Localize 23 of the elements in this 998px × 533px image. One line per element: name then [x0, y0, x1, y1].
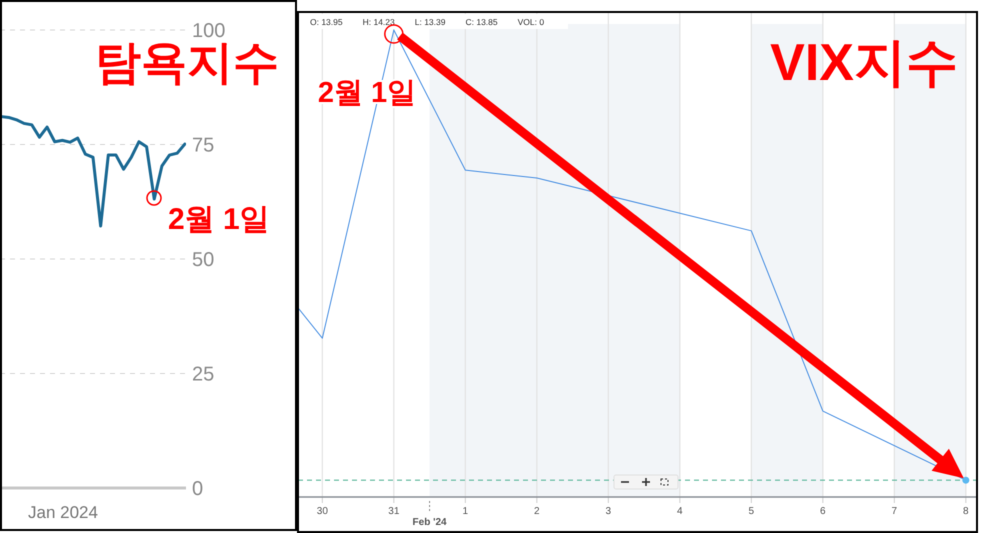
- y-tick-label: 50: [192, 249, 214, 271]
- x-tick-label: 8: [963, 506, 970, 517]
- y-tick-label: 75: [192, 134, 214, 156]
- text: VOL: 0: [518, 17, 544, 27]
- text: Jan 2024: [28, 503, 98, 522]
- x-tick-label: 5: [748, 506, 755, 517]
- annotation: 2월 1일: [168, 203, 270, 236]
- x-tick-label: 2: [534, 506, 540, 517]
- x-tick-label: 7: [892, 506, 898, 517]
- text: C: 13.85: [465, 17, 498, 27]
- x-tick-label: 30: [316, 506, 328, 517]
- y-tick-label: 0: [192, 478, 204, 500]
- x-tick-label: 6: [820, 506, 826, 517]
- text: H: 14.23: [362, 17, 396, 27]
- x-tick-label: 3: [606, 506, 612, 517]
- x-tick-label: 4: [677, 506, 684, 517]
- x-tick-label: 31: [388, 506, 400, 517]
- x-tick-label: 1: [462, 506, 469, 517]
- chart-title: VIX지수: [770, 34, 958, 92]
- text: O: 13.95: [310, 17, 343, 27]
- text: Feb '24: [412, 517, 448, 528]
- text: L: 13.39: [414, 17, 446, 27]
- y-tick-label: 25: [192, 364, 214, 386]
